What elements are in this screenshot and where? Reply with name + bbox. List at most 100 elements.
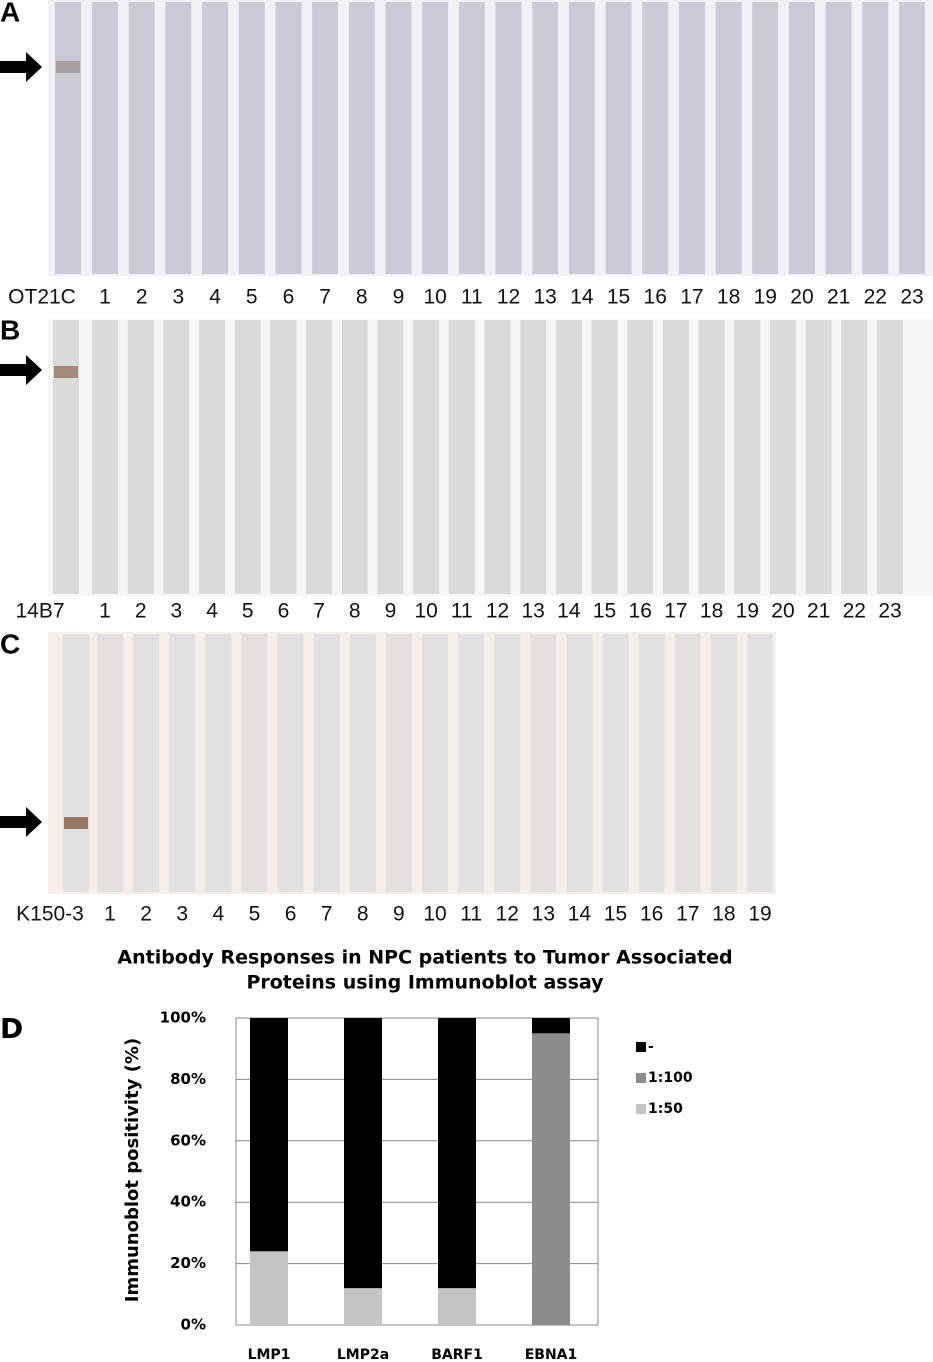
lane-label: 10 — [423, 286, 446, 309]
lane-label: 22 — [864, 286, 887, 309]
blot-strip — [568, 2, 595, 274]
blot-strip — [678, 2, 705, 274]
blot-strip — [165, 2, 192, 274]
chart-title: Antibody Responses in NPC patients to Tu… — [117, 947, 732, 969]
lane-label: 2 — [140, 903, 152, 926]
blot-strip — [734, 320, 761, 594]
lane-label: 3 — [173, 286, 185, 309]
lane-label: 1 — [104, 903, 116, 926]
lane-label: 3 — [171, 600, 183, 623]
blot-strip — [788, 2, 815, 274]
lane-label: 13 — [522, 600, 545, 623]
blot-strip — [205, 634, 232, 892]
blot-strip — [520, 320, 547, 594]
blot-strip — [769, 320, 796, 594]
lane-label: 11 — [460, 903, 482, 926]
blot-strip — [163, 320, 190, 594]
lane-label: 20 — [790, 286, 813, 309]
y-axis-label: Immunoblot positivity (%) — [122, 1038, 143, 1302]
legend-swatch — [636, 1104, 646, 1114]
lane-label: 14 — [568, 903, 592, 926]
blot-strip — [241, 634, 268, 892]
blot-strip — [313, 634, 340, 892]
blot-strip — [899, 2, 925, 274]
blot-strip — [747, 634, 773, 892]
lane-label: 1 — [99, 286, 111, 309]
lane-label: 4 — [206, 600, 218, 623]
blot-strip — [55, 2, 81, 274]
arrow — [0, 52, 42, 82]
panel-label: A — [0, 0, 20, 27]
lane-label: 19 — [748, 903, 771, 926]
blot-strip — [448, 320, 475, 594]
lane-label: 14 — [557, 600, 581, 623]
lane-label: 17 — [680, 286, 703, 309]
blot-strip — [349, 634, 376, 892]
legend-label: - — [648, 1039, 654, 1055]
blot-strip — [275, 2, 302, 274]
lane-label: 5 — [242, 600, 254, 623]
blot-strip — [662, 320, 689, 594]
y-tick-label: 80% — [170, 1070, 206, 1088]
lane-label: 21 — [827, 286, 850, 309]
lane-label: 17 — [676, 903, 699, 926]
blot-strip — [133, 634, 160, 892]
blot-strip — [698, 320, 725, 594]
lane-label: 19 — [754, 286, 777, 309]
lane-label: 3 — [176, 903, 188, 926]
blot-strip — [312, 2, 339, 274]
blot-strip — [555, 320, 582, 594]
lane-label: 9 — [393, 903, 405, 926]
lane-label: 8 — [349, 600, 361, 623]
blot-strip — [422, 2, 449, 274]
lane-label: 20 — [771, 600, 794, 623]
blot-band — [54, 366, 78, 378]
blot-strip — [63, 634, 89, 892]
blot-strip — [602, 634, 629, 892]
y-tick-label: 0% — [181, 1316, 206, 1334]
blot-strip — [92, 320, 118, 594]
blot-strip — [674, 634, 701, 892]
lane-label: 4 — [212, 903, 224, 926]
legend-label: 1:50 — [648, 1101, 683, 1117]
lane-label: 13 — [532, 903, 555, 926]
panel-label: D — [0, 1012, 23, 1045]
blot-strip — [377, 320, 404, 594]
arrow — [0, 807, 42, 837]
lane-label: 4 — [209, 286, 221, 309]
lane-label: 16 — [640, 903, 663, 926]
bar-segment — [532, 1018, 570, 1034]
blot-strip — [270, 320, 297, 594]
blot-strip — [715, 2, 742, 274]
lane-label: 6 — [278, 600, 290, 623]
chart-title: Proteins using Immunoblot assay — [246, 972, 604, 994]
blot-band — [64, 817, 88, 829]
lane-label: 9 — [385, 600, 397, 623]
blot-strip — [169, 634, 196, 892]
blot-strip — [530, 634, 557, 892]
blot-strip — [277, 634, 304, 892]
x-tick-label: BARF1 — [431, 1347, 483, 1362]
lane-label: 15 — [604, 903, 627, 926]
blot-strip — [53, 320, 79, 594]
lane-label: 16 — [629, 600, 652, 623]
lane-label: 19 — [736, 600, 759, 623]
lane-label: 8 — [357, 903, 369, 926]
y-tick-label: 20% — [170, 1254, 206, 1272]
blot-strip — [385, 2, 412, 274]
blot-strip — [841, 320, 868, 594]
blot-strip — [877, 320, 903, 594]
blot-strip — [494, 634, 521, 892]
blot-strip — [825, 2, 852, 274]
panel-label: B — [0, 314, 20, 345]
blot-strip — [422, 634, 448, 892]
blot-strip — [458, 634, 485, 892]
lane-label: 23 — [878, 600, 901, 623]
blot-strip — [202, 2, 229, 274]
blot-strip — [752, 2, 779, 274]
lane-label: 11 — [461, 286, 483, 309]
lane-label: 22 — [843, 600, 866, 623]
lane-label: 12 — [496, 903, 519, 926]
lane-label: 10 — [414, 600, 437, 623]
lane-label: 18 — [700, 600, 723, 623]
